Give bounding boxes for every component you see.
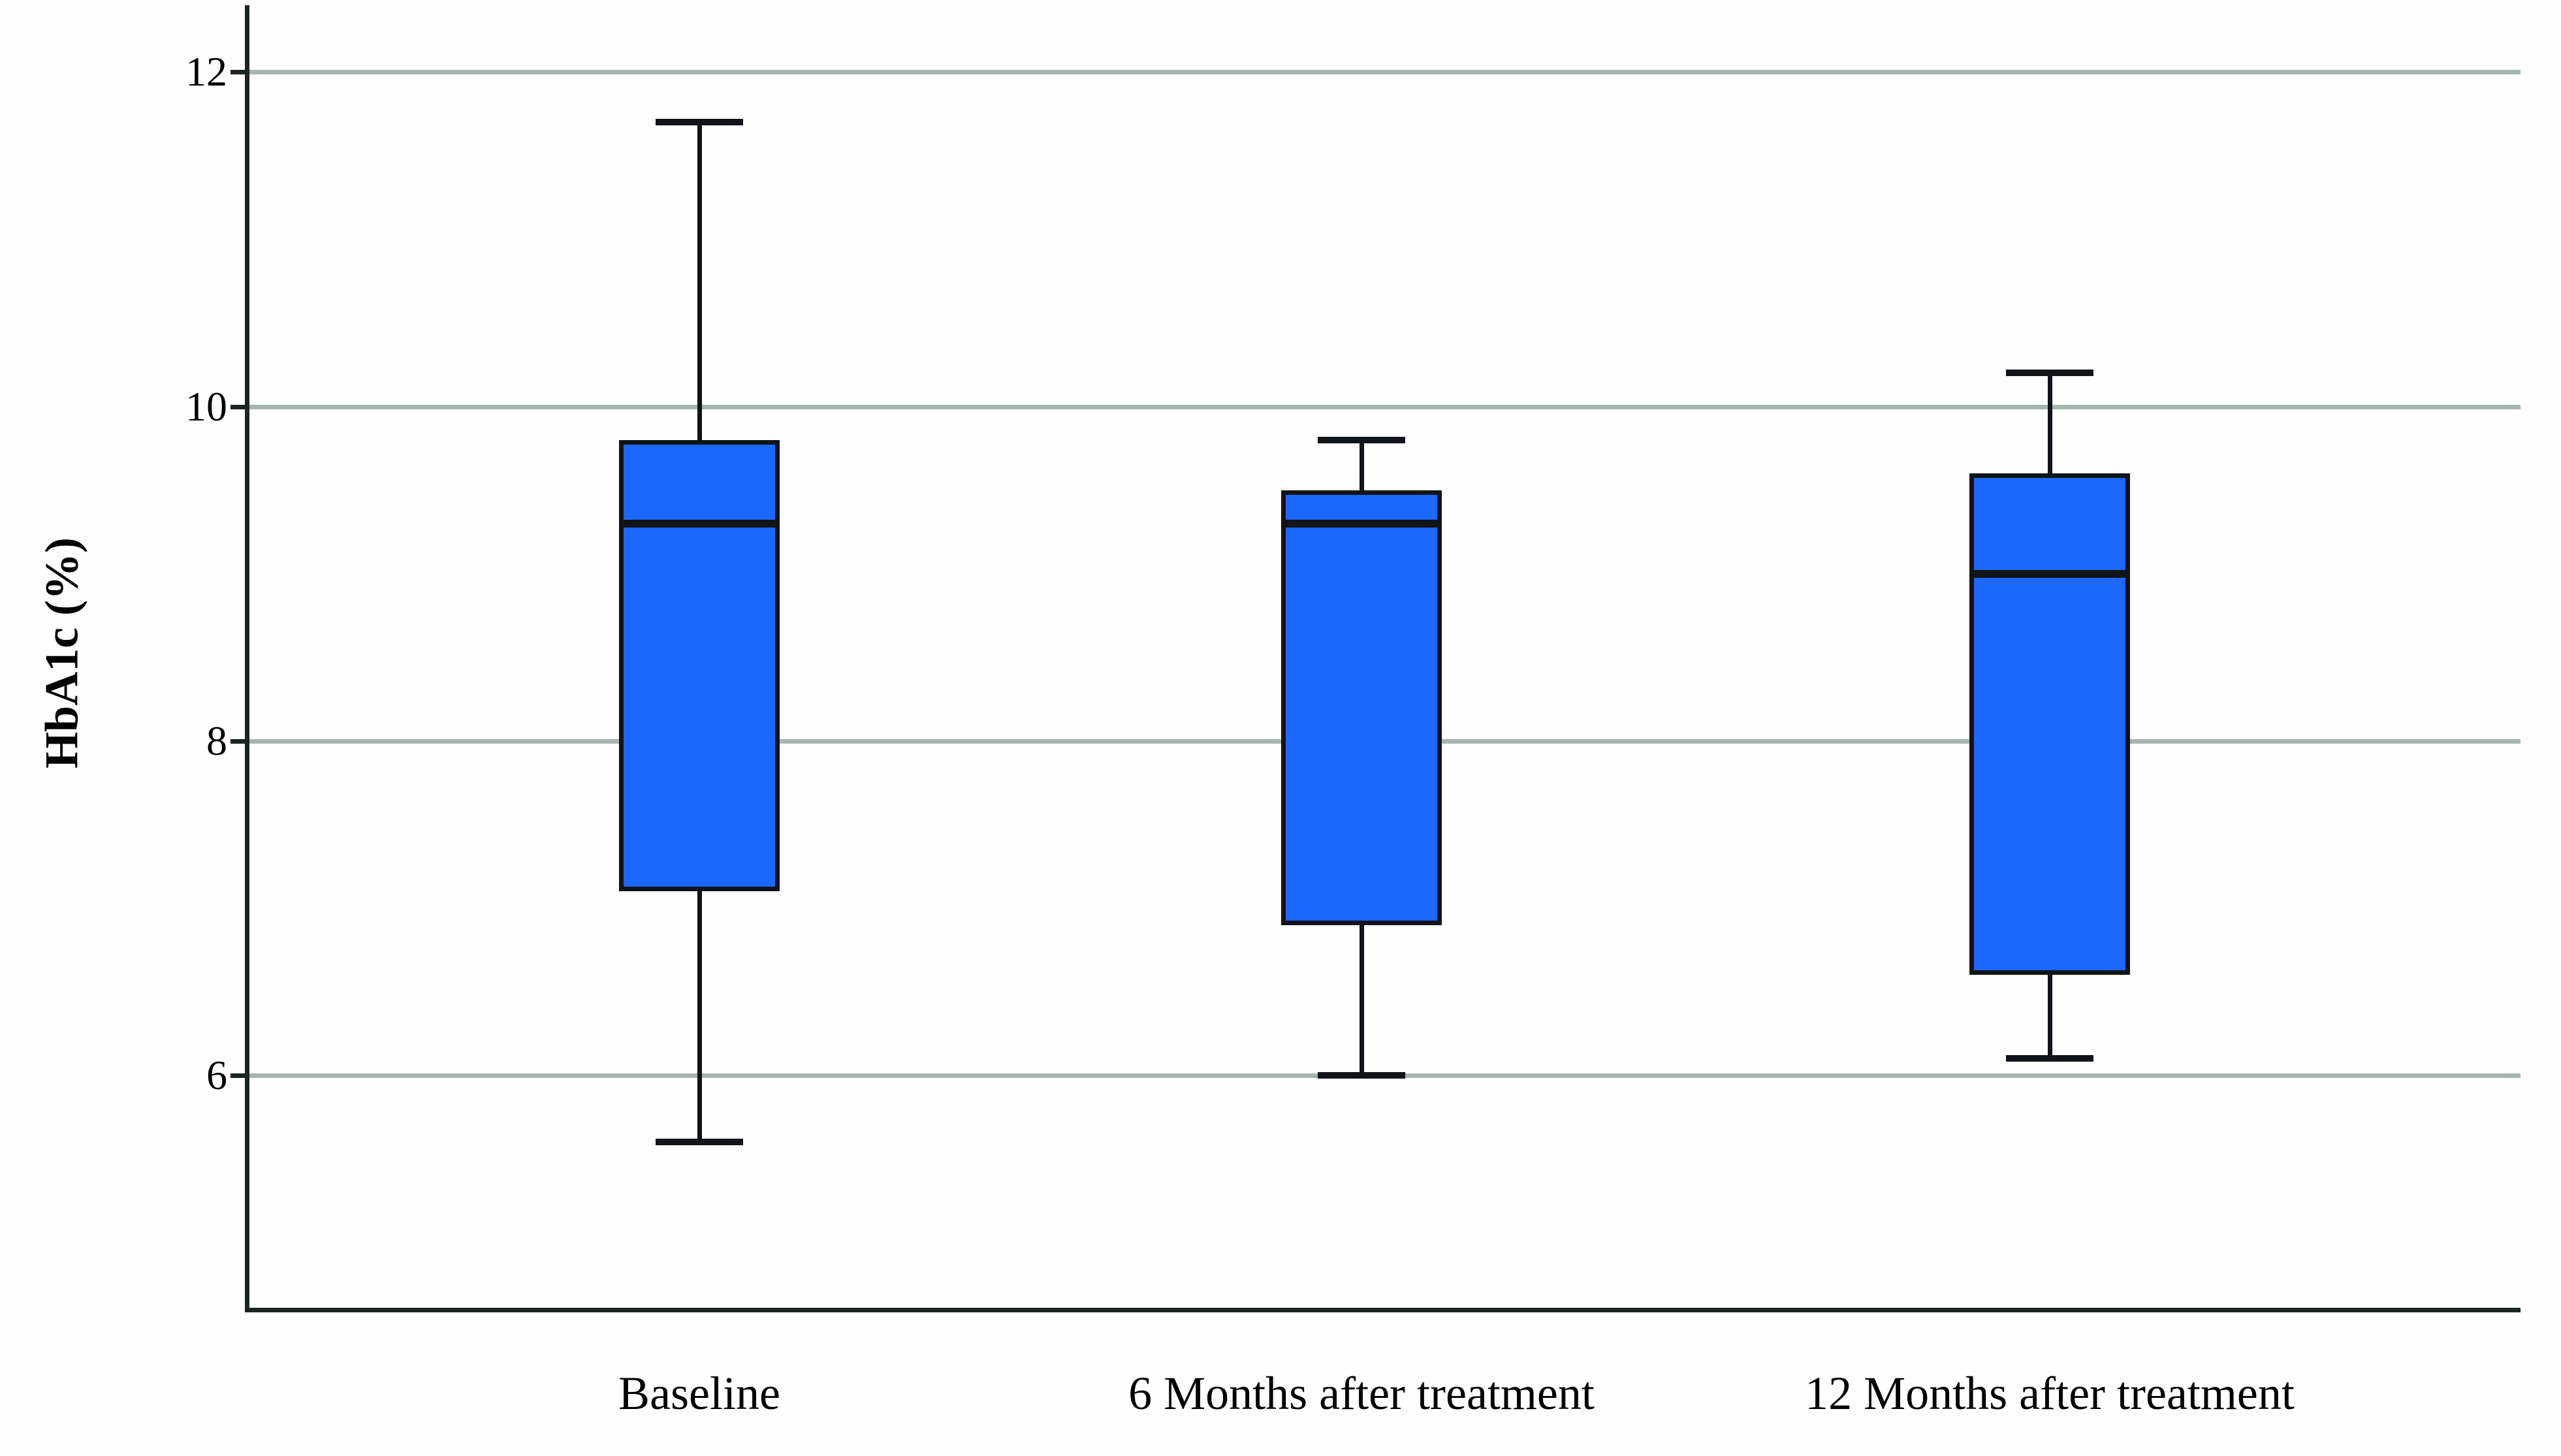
lower-whisker-cap: [1318, 1072, 1405, 1079]
h-gridline: [245, 70, 2521, 75]
lower-whisker-cap: [656, 1139, 743, 1146]
lower-whisker-cap: [2006, 1055, 2093, 1062]
median-line: [1281, 519, 1442, 528]
x-category-label: 12 Months after treatment: [1805, 1367, 2295, 1419]
upper-whisker-cap: [656, 119, 743, 126]
y-axis-line: [245, 5, 249, 1312]
boxplot-box: [1969, 473, 2130, 975]
y-axis-tick: [231, 404, 245, 409]
y-axis-tick: [231, 738, 245, 744]
y-axis-tick: [231, 1073, 245, 1079]
median-line: [619, 519, 780, 528]
y-tick-label: 6: [206, 1052, 227, 1099]
upper-whisker-cap: [1318, 436, 1405, 443]
lower-whisker-stem: [2048, 975, 2052, 1059]
upper-whisker-stem: [2048, 373, 2052, 474]
x-category-label: 6 Months after treatment: [1128, 1367, 1595, 1419]
y-tick-label: 10: [185, 383, 227, 430]
y-tick-label: 8: [206, 717, 227, 764]
upper-whisker-stem: [697, 122, 702, 440]
boxplot-box: [1281, 490, 1442, 925]
median-line: [1969, 569, 2130, 578]
x-axis-line: [245, 1308, 2521, 1312]
lower-whisker-stem: [1360, 925, 1364, 1076]
y-tick-label: 12: [185, 48, 227, 95]
lower-whisker-stem: [697, 891, 702, 1143]
y-axis-title: HbA1c (%): [35, 537, 88, 768]
y-axis-tick: [231, 70, 245, 75]
upper-whisker-cap: [2006, 370, 2093, 377]
upper-whisker-stem: [1360, 439, 1364, 490]
h-gridline: [245, 404, 2521, 409]
boxplot-box: [619, 439, 780, 892]
x-category-label: Baseline: [618, 1367, 780, 1419]
